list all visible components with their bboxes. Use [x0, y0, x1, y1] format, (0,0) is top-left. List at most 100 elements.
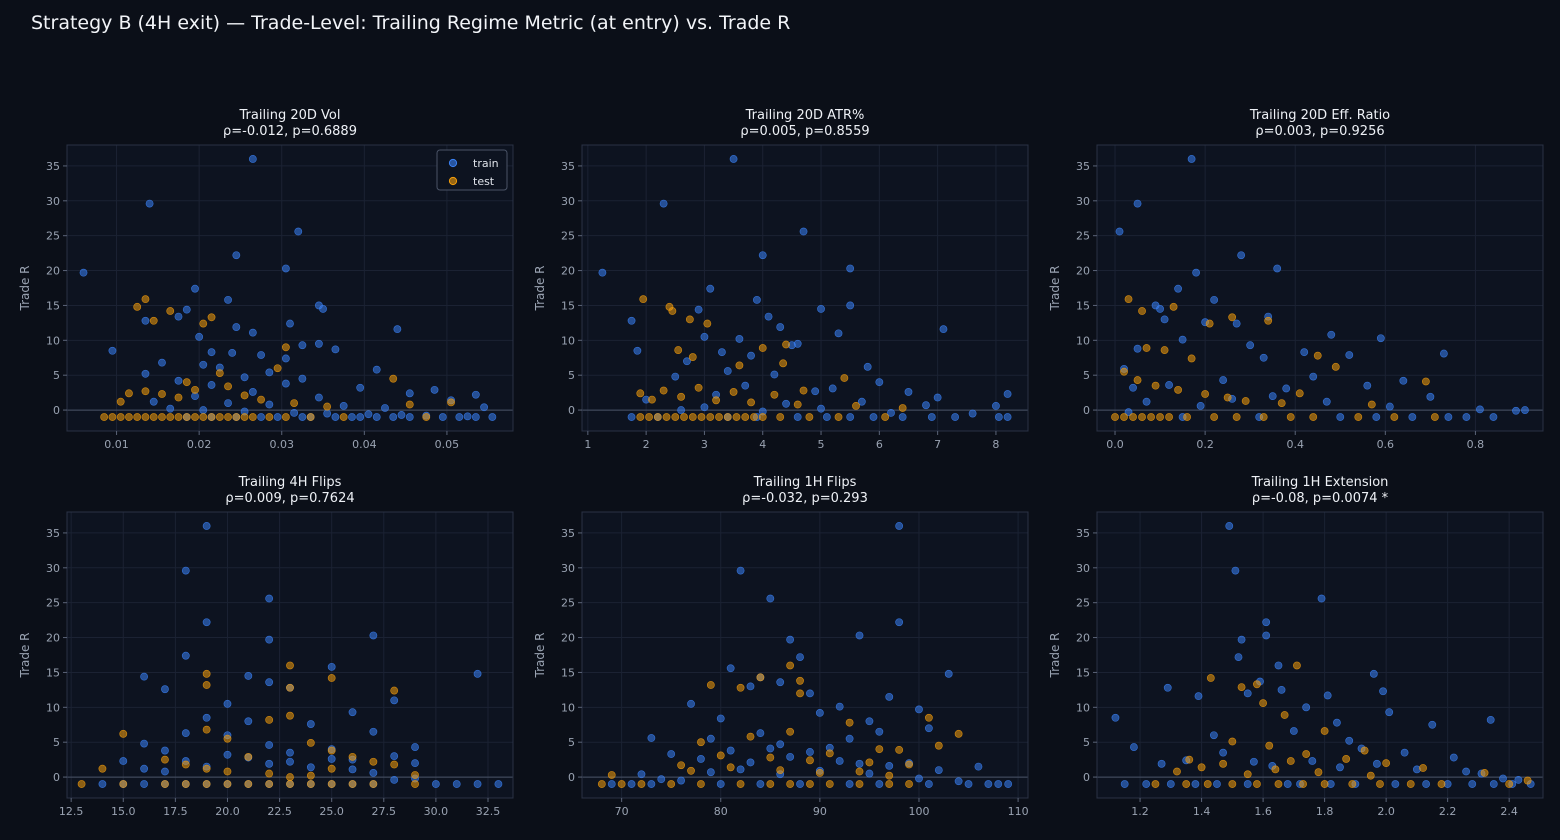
plot-area [67, 145, 513, 431]
data-point-train [633, 346, 642, 355]
data-point-test [1237, 683, 1246, 691]
data-point-train [199, 406, 208, 414]
data-point-train [706, 284, 715, 293]
y-tick-label: 35 [561, 527, 575, 540]
data-point-test [885, 771, 894, 780]
data-point-test [1165, 413, 1173, 421]
data-point-test [1331, 362, 1340, 371]
data-point-train [716, 714, 725, 723]
y-tick-label: 15 [1076, 666, 1090, 679]
data-point-train [79, 268, 88, 277]
data-point-train [174, 376, 183, 385]
data-point-test [207, 313, 216, 322]
data-point-test [694, 383, 703, 392]
data-point-test [327, 780, 336, 788]
data-point-test [706, 681, 715, 689]
data-point-test [1354, 413, 1363, 421]
x-tick-label: 2.0 [1377, 805, 1395, 818]
panel-subtitle: ρ=-0.012, p=0.6889 [223, 124, 357, 139]
x-tick-label: 0.04 [352, 438, 377, 451]
data-point-test [181, 780, 190, 788]
data-point-test [677, 392, 686, 401]
data-point-test [1271, 765, 1280, 774]
data-point-train [390, 752, 399, 761]
y-tick-label: 0 [568, 771, 575, 784]
data-point-test [667, 780, 676, 788]
data-point-test [1111, 413, 1119, 421]
data-point-train [1373, 759, 1381, 768]
data-point-test [688, 353, 697, 361]
grid [1097, 512, 1543, 798]
data-point-train [1283, 780, 1292, 788]
legend-label-train: train [473, 157, 499, 170]
data-point-test [181, 760, 190, 769]
data-point-test [1219, 759, 1228, 768]
data-point-train [627, 413, 636, 421]
data-point-train [677, 776, 686, 785]
data-point-test [806, 780, 814, 788]
data-point-test [732, 413, 741, 421]
data-point-train [294, 227, 303, 236]
data-point-train [687, 699, 695, 708]
data-point-test [141, 387, 150, 396]
data-point-test [133, 413, 142, 421]
data-point-test [687, 766, 695, 775]
data-point-test [1265, 741, 1274, 750]
data-point-test [77, 780, 86, 788]
data-point-train [161, 767, 169, 776]
data-point-train [968, 409, 977, 418]
data-point-test [1274, 780, 1283, 788]
data-point-train [828, 384, 837, 393]
data-point-train [1444, 413, 1453, 421]
data-point-train [746, 758, 755, 767]
data-point-test [779, 359, 788, 368]
data-point-train [1130, 743, 1138, 751]
data-point-train [389, 413, 398, 421]
y-tick-label: 25 [1076, 597, 1090, 610]
data-point-train [327, 662, 336, 671]
data-point-train [1376, 334, 1385, 343]
data-point-test [758, 344, 767, 352]
data-point-test [895, 745, 904, 754]
data-point-train [1142, 397, 1151, 406]
data-point-train [1400, 748, 1409, 757]
data-point-train [319, 305, 327, 313]
data-point-test [1299, 780, 1307, 788]
data-point-test [286, 683, 294, 692]
data-point-train [257, 351, 265, 359]
data-point-train [815, 708, 824, 717]
data-point-test [750, 413, 758, 421]
data-point-test [1210, 413, 1219, 421]
data-point-train [248, 388, 257, 396]
plot-area [582, 512, 1028, 798]
data-point-train [315, 339, 323, 348]
y-tick-label: 20 [46, 265, 60, 278]
data-point-test [1138, 307, 1146, 315]
data-point-test [202, 681, 211, 689]
data-point-test [182, 378, 191, 387]
plot-frame [66, 144, 514, 432]
y-tick-label: 0 [53, 404, 60, 417]
data-point-train [857, 397, 866, 406]
data-point-test [1183, 413, 1192, 421]
data-point-test [149, 413, 158, 421]
data-point-train [895, 522, 904, 530]
data-point-train [348, 708, 357, 717]
data-point-test [240, 413, 249, 421]
data-point-train [369, 768, 378, 777]
data-point-train [290, 408, 299, 417]
data-point-test [776, 413, 785, 421]
data-point-test [224, 382, 232, 391]
data-point-train [647, 780, 656, 788]
data-point-test [845, 718, 854, 727]
data-point-test [1480, 768, 1489, 777]
data-point-test [1320, 780, 1329, 788]
series-test [597, 661, 963, 788]
data-point-train [1336, 763, 1344, 772]
data-point-test [202, 669, 211, 678]
data-point-train [922, 401, 930, 410]
panel-title: Trailing 20D Vol [239, 108, 341, 123]
data-point-train [776, 740, 785, 749]
data-point-test [1241, 397, 1250, 405]
data-point-train [438, 413, 447, 421]
